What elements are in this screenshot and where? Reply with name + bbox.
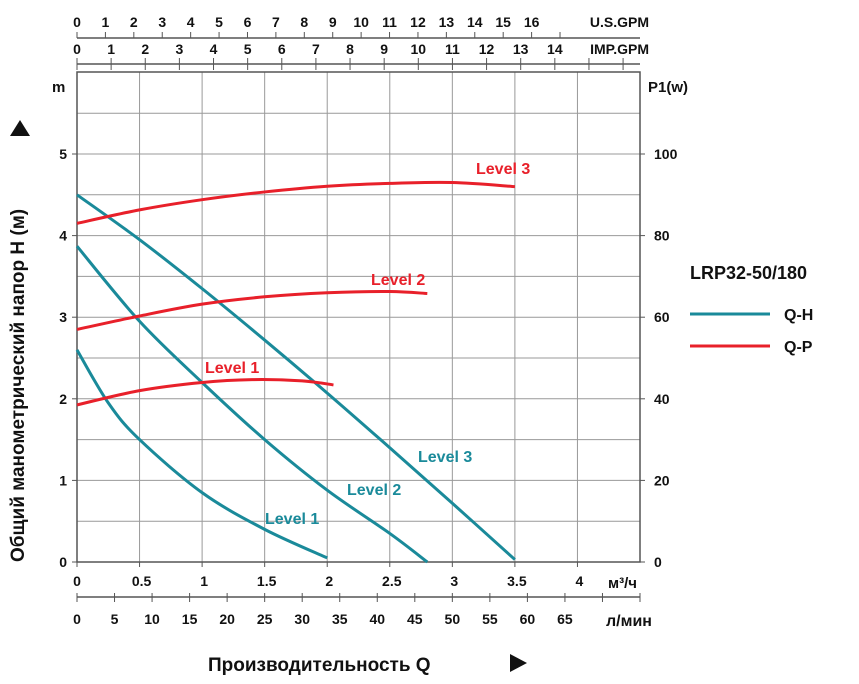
usgpm-tick-label: 12 — [410, 14, 426, 30]
impgpm-tick-label: 9 — [380, 41, 388, 57]
lmin-tick-label: 45 — [407, 611, 423, 627]
impgpm-tick-label: 5 — [244, 41, 252, 57]
qh-label-level-1: Level 1 — [265, 511, 319, 528]
y2-tick-label: 40 — [654, 391, 670, 407]
qh-curve-level-2 — [75, 245, 429, 564]
chart-title: LRP32-50/180 — [690, 263, 807, 283]
lmin-tick-label: 0 — [73, 611, 81, 627]
lmin-unit-label: л/мин — [606, 613, 652, 630]
lmin-tick-label: 20 — [219, 611, 235, 627]
qp-label-level-2: Level 2 — [371, 272, 425, 289]
y-tick-label: 1 — [59, 472, 67, 488]
qp-curve-level-3 — [76, 180, 515, 225]
x-tick-label: 3.5 — [507, 573, 527, 589]
qh-label-level-2: Level 2 — [347, 482, 401, 499]
y-tick-label: 2 — [59, 391, 67, 407]
usgpm-tick-label: 10 — [353, 14, 369, 30]
x-arrow-icon — [510, 654, 527, 672]
y-tick-label: 5 — [59, 146, 67, 162]
usgpm-tick-label: 5 — [215, 14, 223, 30]
usgpm-tick-label: 16 — [524, 14, 540, 30]
usgpm-tick-label: 3 — [158, 14, 166, 30]
impgpm-tick-label: 13 — [513, 41, 529, 57]
impgpm-tick-label: 3 — [175, 41, 183, 57]
lmin-tick-label: 5 — [111, 611, 119, 627]
lmin-tick-label: 30 — [294, 611, 310, 627]
usgpm-tick-label: 9 — [329, 14, 337, 30]
x-tick-label: 2.5 — [382, 573, 402, 589]
qh-label-level-3: Level 3 — [418, 449, 472, 466]
x-tick-label: 2 — [325, 573, 333, 589]
impgpm-tick-label: 8 — [346, 41, 354, 57]
usgpm-tick-label: 6 — [244, 14, 252, 30]
impgpm-tick-label: 4 — [210, 41, 218, 57]
x-tick-label: 0.5 — [132, 573, 152, 589]
x-tick-label: 0 — [73, 573, 81, 589]
x-tick-label: 4 — [576, 573, 584, 589]
y2-tick-label: 0 — [654, 554, 662, 570]
y2-unit-label: P1(w) — [648, 79, 688, 96]
qp-curve-level-1 — [76, 378, 334, 407]
qp-label-level-1: Level 1 — [205, 360, 259, 377]
x-tick-label: 1.5 — [257, 573, 277, 589]
y2-tick-label: 60 — [654, 309, 670, 325]
usgpm-tick-label: 7 — [272, 14, 280, 30]
lmin-tick-label: 60 — [520, 611, 536, 627]
lmin-tick-label: 65 — [557, 611, 573, 627]
lmin-tick-label: 25 — [257, 611, 273, 627]
y-axis-title: Общий манометрический напор H (м) — [8, 209, 29, 562]
legend-label-qh: Q-H — [784, 307, 813, 324]
usgpm-tick-label: 0 — [73, 14, 81, 30]
x-unit-label: м³/ч — [608, 575, 637, 592]
usgpm-tick-label: 15 — [495, 14, 511, 30]
lmin-tick-label: 50 — [445, 611, 461, 627]
y-tick-label: 0 — [59, 554, 67, 570]
y-arrow-icon — [10, 120, 30, 136]
usgpm-tick-label: 4 — [187, 14, 195, 30]
impgpm-tick-label: 11 — [445, 41, 460, 57]
impgpm-tick-label: 2 — [141, 41, 149, 57]
qh-curve-level-1 — [75, 349, 328, 560]
usgpm-tick-label: 8 — [300, 14, 308, 30]
x-tick-label: 3 — [450, 573, 458, 589]
legend-label-qp: Q-P — [784, 339, 813, 356]
impgpm-tick-label: 10 — [411, 41, 427, 57]
lmin-tick-label: 35 — [332, 611, 348, 627]
impgpm-tick-label: 1 — [107, 41, 115, 57]
usgpm-tick-label: 2 — [130, 14, 138, 30]
y2-tick-label: 80 — [654, 228, 670, 244]
impgpm-tick-label: 0 — [73, 41, 81, 57]
qp-label-level-3: Level 3 — [476, 161, 530, 178]
impgpm-unit-label: IMP.GPM — [590, 41, 649, 57]
qp-curve-level-2 — [76, 289, 428, 331]
y-tick-label: 4 — [59, 228, 67, 244]
usgpm-unit-label: U.S.GPM — [590, 14, 649, 30]
y-tick-label: 3 — [59, 309, 67, 325]
impgpm-tick-label: 12 — [479, 41, 495, 57]
impgpm-tick-label: 7 — [312, 41, 320, 57]
usgpm-tick-label: 14 — [467, 14, 483, 30]
usgpm-tick-label: 13 — [439, 14, 455, 30]
x-tick-label: 1 — [200, 573, 208, 589]
impgpm-tick-label: 14 — [547, 41, 563, 57]
impgpm-tick-label: 6 — [278, 41, 286, 57]
lmin-tick-label: 15 — [182, 611, 198, 627]
lmin-tick-label: 55 — [482, 611, 498, 627]
lmin-tick-label: 10 — [144, 611, 160, 627]
y2-tick-label: 20 — [654, 472, 670, 488]
y2-tick-label: 100 — [654, 146, 678, 162]
x-axis-title: Производительность Q — [208, 655, 431, 676]
usgpm-tick-label: 1 — [102, 14, 110, 30]
y-unit-label: m — [52, 79, 65, 96]
lmin-tick-label: 40 — [369, 611, 385, 627]
usgpm-tick-label: 11 — [382, 14, 397, 30]
qh-curve-level-3 — [76, 193, 516, 561]
